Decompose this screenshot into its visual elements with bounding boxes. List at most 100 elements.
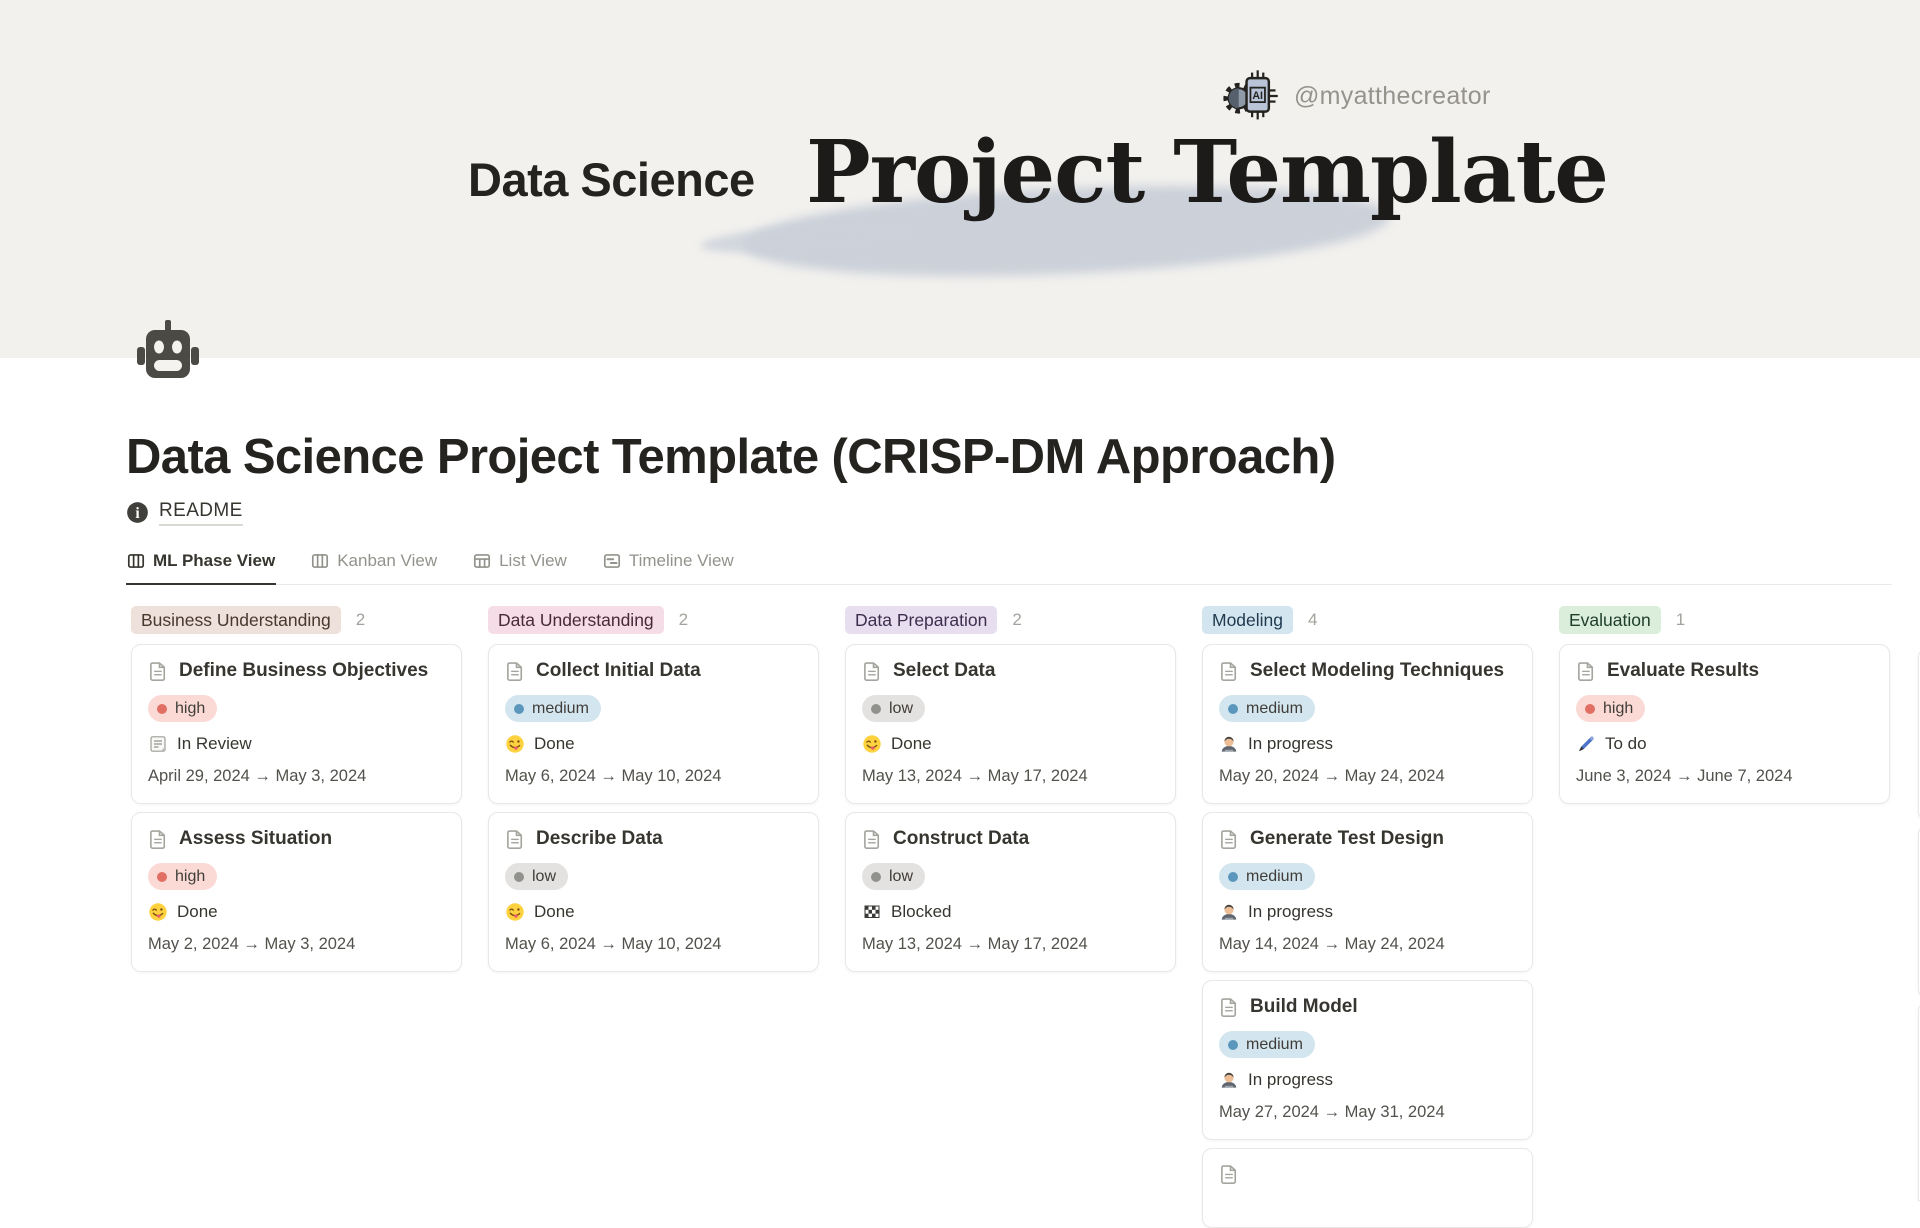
priority-dot-icon [871,871,881,882]
board-icon [311,552,329,570]
priority-pill: low [505,863,569,891]
tongue-face-icon [505,902,525,922]
timeline-icon [603,552,621,570]
pen-icon [1576,734,1596,754]
priority-dot-icon [157,703,167,714]
kanban-board: Business Understanding 2 Define Business… [131,605,1920,1228]
readme-toggle[interactable]: i README [126,500,243,526]
priority-pill: low [862,695,926,723]
board-column-evaluation: Evaluation 1 Evaluate Results high To do… [1559,605,1890,805]
card-dates: May 27, 2024 → May 31, 2024 [1219,1103,1445,1122]
kanban-card[interactable]: Select Data low Done May 13, 2024 → May … [845,644,1176,805]
kanban-card[interactable]: Evaluate Results high To do June 3, 2024… [1559,644,1890,805]
tongue-face-icon [862,734,882,754]
card-dates: May 13, 2024 → May 17, 2024 [862,767,1088,786]
priority-pill: medium [505,695,601,723]
kanban-card[interactable]: Build Model medium In progress May 27, 2… [1202,980,1533,1141]
priority-pill: high [148,863,218,891]
robot-icon[interactable] [137,320,199,388]
priority-dot-icon [1228,1039,1238,1050]
priority-pill: medium [1219,863,1315,891]
tab-ml-phase-view[interactable]: ML Phase View [126,545,277,586]
card-title: Generate Test Design [1250,828,1444,850]
tongue-face-icon [505,734,525,754]
card-title: Select Data [893,660,996,682]
view-tabs: ML Phase View Kanban View List View Time… [126,545,1892,586]
card-dates: April 29, 2024 → May 3, 2024 [148,767,367,786]
banner: AI @myatthecreator Data Science Project … [0,0,1920,358]
table-icon [473,552,491,570]
card-dates: May 13, 2024 → May 17, 2024 [862,935,1088,954]
kanban-card[interactable]: Assess Situation high Done May 2, 2024 →… [131,812,462,973]
card-title: Define Business Objectives [179,660,429,682]
card-dates: May 14, 2024 → May 24, 2024 [1219,935,1445,954]
board-column-data-understanding: Data Understanding 2 Collect Initial Dat… [488,605,819,973]
card-title: Assess Situation [179,828,333,850]
column-title-pill[interactable]: Data Understanding [488,606,664,635]
kanban-card[interactable]: Define Business Objectives high In Revie… [131,644,462,805]
page-icon [862,661,882,682]
column-count: 2 [1012,610,1022,630]
kanban-card[interactable] [1202,1148,1533,1228]
page-icon [1219,829,1239,850]
notepad-icon [148,734,168,754]
column-count: 4 [1308,610,1318,630]
creator-handle: @myatthecreator [1294,81,1491,110]
card-dates: May 2, 2024 → May 3, 2024 [148,935,356,954]
column-count: 1 [1675,610,1686,630]
card-title: Build Model [1250,996,1358,1018]
technologist-icon [1219,734,1239,754]
priority-dot-icon [514,703,524,714]
card-title: Select Modeling Techniques [1250,660,1505,682]
page-icon [505,829,525,850]
priority-dot-icon [157,871,167,882]
priority-pill: high [148,695,218,723]
card-title: Construct Data [893,828,1030,850]
priority-pill: medium [1219,695,1315,723]
page-title: Data Science Project Template (CRISP-DM … [126,430,1336,484]
page-icon [1219,1164,1239,1185]
priority-dot-icon [871,703,881,714]
column-count: 2 [678,610,689,630]
tab-timeline-view[interactable]: Timeline View [602,545,735,585]
priority-dot-icon [1228,871,1238,882]
page-icon [148,661,168,682]
kanban-card[interactable]: Generate Test Design medium In progress … [1202,812,1533,973]
page-icon [148,829,168,850]
column-count: 2 [355,610,366,630]
technologist-icon [1219,1070,1239,1090]
priority-dot-icon [1228,703,1238,714]
kanban-card[interactable]: Construct Data low Blocked May 13, 2024 … [845,812,1176,973]
page-icon [1219,997,1239,1018]
column-title-pill[interactable]: Evaluation [1559,606,1661,635]
page-icon [862,829,882,850]
card-title: Collect Initial Data [536,660,701,682]
kanban-card[interactable]: Collect Initial Data medium Done May 6, … [488,644,819,805]
column-title-pill[interactable]: Data Preparation [845,606,998,635]
priority-pill: medium [1219,1031,1315,1059]
page-icon [1576,661,1596,682]
technologist-icon [1219,902,1239,922]
tongue-face-icon [148,902,168,922]
tab-kanban-view[interactable]: Kanban View [310,545,438,585]
info-icon: i [126,501,149,524]
svg-text:AI: AI [1252,90,1263,102]
page-icon [1219,661,1239,682]
kanban-card[interactable]: Select Modeling Techniques medium In pro… [1202,644,1533,805]
svg-text:i: i [135,505,140,522]
ai-chip-gear-logo-icon: AI [1222,68,1280,124]
priority-pill: low [862,863,926,891]
board-column-data-preparation: Data Preparation 2 Select Data low Done … [845,605,1176,973]
tab-list-view[interactable]: List View [472,545,568,585]
kanban-card[interactable]: Describe Data low Done May 6, 2024 → May… [488,812,819,973]
page-icon [505,661,525,682]
priority-pill: high [1576,695,1646,723]
column-title-pill[interactable]: Business Understanding [131,606,341,635]
checkered-flag-icon [862,902,882,922]
card-dates: May 20, 2024 → May 24, 2024 [1219,767,1445,786]
banner-title-right: Project Template [806,122,1609,223]
card-dates: May 6, 2024 → May 10, 2024 [505,767,722,786]
readme-label: README [159,500,243,526]
card-title: Evaluate Results [1607,660,1760,682]
column-title-pill[interactable]: Modeling [1202,606,1294,635]
